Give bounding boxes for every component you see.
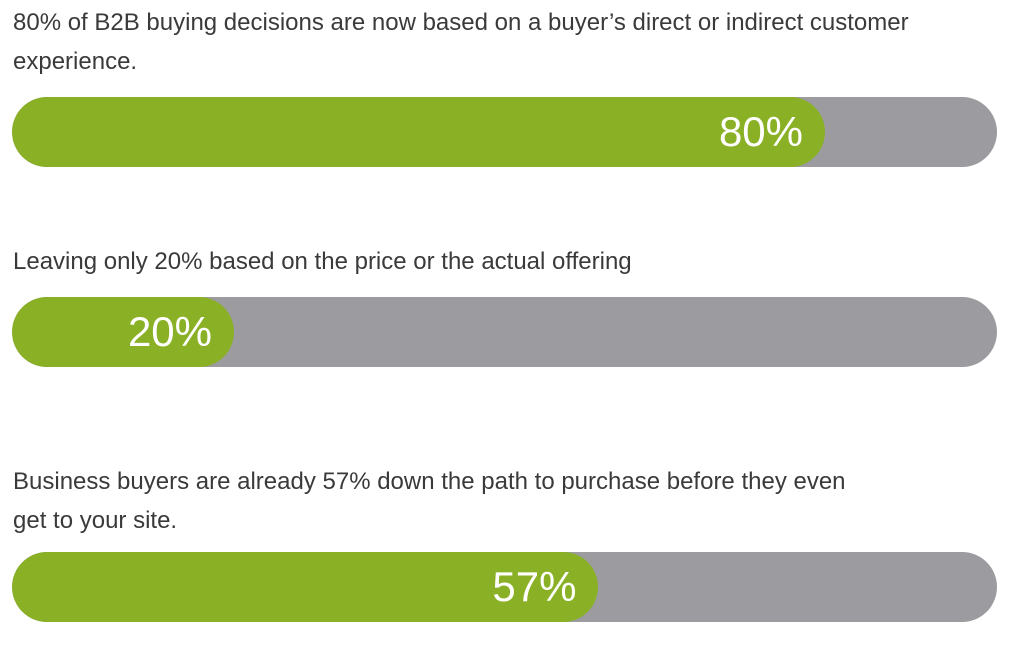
bar-track-3: 57% [12,552,997,622]
bar-label-1: 80% [718,108,803,155]
bar-label-2: 20% [127,308,212,355]
caption-3: Business buyers are already 57% down the… [13,468,846,534]
bar-fill-2 [12,297,234,367]
caption-2: Leaving only 20% based on the price or t… [13,248,632,275]
caption-1: 80% of B2B buying decisions are now base… [13,9,909,75]
bar-fill-1 [12,97,825,167]
bar-track-2: 20% [12,297,997,367]
bar-fill-3 [12,552,599,622]
bar-track-1: 80% [12,97,997,167]
bar-label-3: 57% [492,563,577,610]
